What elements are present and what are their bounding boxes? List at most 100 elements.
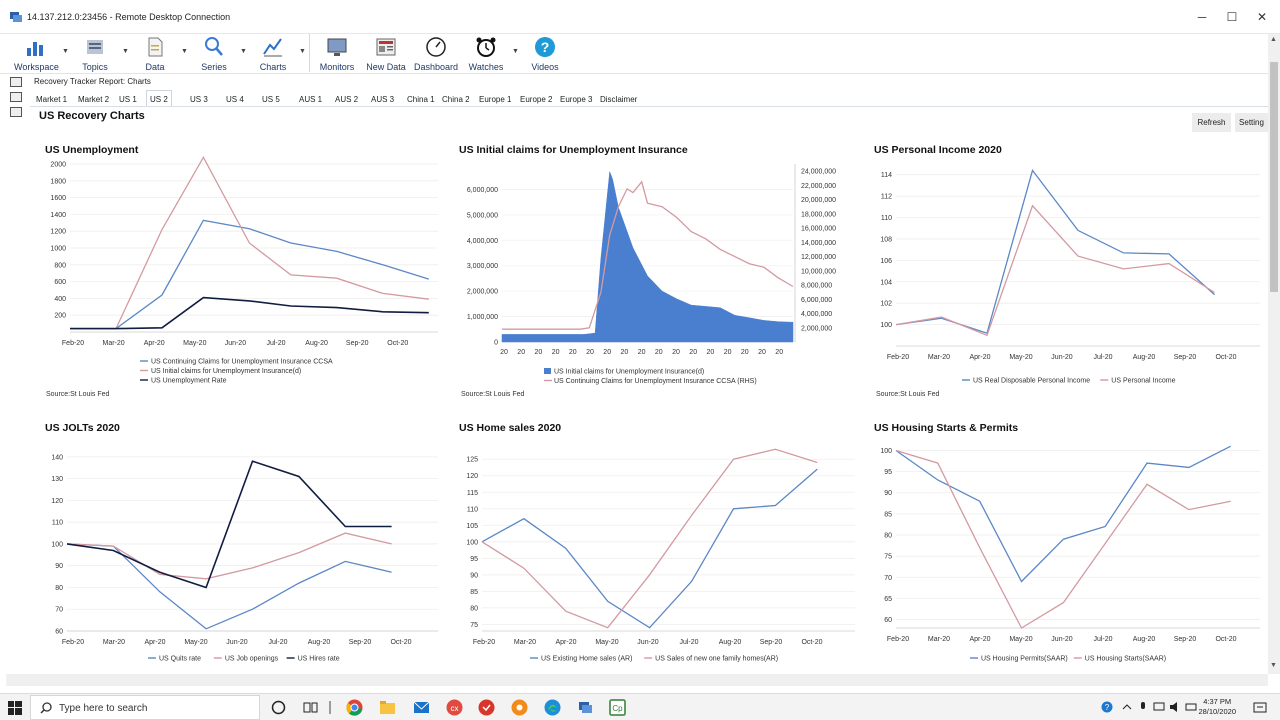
y2-tick-label: 8,000,000 bbox=[801, 283, 832, 290]
y-tick-label: 2000 bbox=[50, 162, 66, 169]
tab-aus-2[interactable]: AUS 2 bbox=[335, 95, 359, 104]
y-tick-label: 105 bbox=[466, 523, 478, 530]
maximize-button[interactable]: ☐ bbox=[1226, 10, 1238, 24]
tab-china-2[interactable]: China 2 bbox=[442, 95, 470, 104]
tab-china-1[interactable]: China 1 bbox=[407, 95, 435, 104]
tab-us-3[interactable]: US 3 bbox=[190, 95, 208, 104]
x-tick-label: 20 bbox=[707, 349, 715, 356]
workspace-button[interactable]: Workspace bbox=[14, 36, 59, 72]
horizontal-scrollbar[interactable] bbox=[6, 674, 1268, 686]
tab-market-2[interactable]: Market 2 bbox=[78, 95, 110, 104]
mail-icon[interactable] bbox=[413, 699, 430, 716]
tab-us-5[interactable]: US 5 bbox=[262, 95, 280, 104]
tab-europe-1[interactable]: Europe 1 bbox=[479, 95, 512, 104]
y-tick-label: 4,000,000 bbox=[467, 238, 498, 245]
tab-aus-1[interactable]: AUS 1 bbox=[299, 95, 323, 104]
x-tick-label: Feb-20 bbox=[887, 636, 909, 643]
notifications-icon[interactable] bbox=[1253, 701, 1267, 715]
y-tick-label: 70 bbox=[55, 607, 63, 614]
print-icon[interactable] bbox=[10, 92, 22, 102]
topics-button[interactable]: Topics bbox=[78, 36, 112, 72]
y-tick-label: 65 bbox=[884, 596, 892, 603]
close-button[interactable]: ✕ bbox=[1256, 10, 1268, 24]
microphone-icon[interactable] bbox=[1137, 701, 1149, 713]
source-initial-claims: Source:St Louis Fed bbox=[461, 391, 525, 398]
app-cp-icon[interactable]: Cp bbox=[609, 699, 626, 716]
y-tick-label: 120 bbox=[466, 473, 478, 480]
data-button[interactable]: Data bbox=[140, 36, 170, 72]
tab-europe-3[interactable]: Europe 3 bbox=[560, 95, 593, 104]
legend-label: US Initial claims for Unemployment Insur… bbox=[554, 369, 704, 376]
tab-us-4[interactable]: US 4 bbox=[226, 95, 244, 104]
x-tick-label: May-20 bbox=[595, 639, 618, 646]
app-orange-icon[interactable] bbox=[511, 699, 528, 716]
watches-label: Watches bbox=[468, 62, 504, 72]
tab-europe-2[interactable]: Europe 2 bbox=[520, 95, 553, 104]
legend-label: US Continuing Claims for Unemployment In… bbox=[554, 378, 757, 385]
network-icon[interactable] bbox=[1153, 701, 1165, 713]
chart-title-housing: US Housing Starts & Permits bbox=[874, 422, 1019, 434]
taskbar-clock[interactable]: 4:37 PM 28/10/2020 bbox=[1198, 697, 1236, 717]
taskbar-search-box[interactable]: Type here to search bbox=[30, 695, 260, 720]
y-tick-label: 600 bbox=[54, 279, 66, 286]
y-tick-label: 5,000,000 bbox=[467, 212, 498, 219]
chevron-down-icon[interactable]: ▼ bbox=[181, 48, 188, 55]
legend-label: US Personal Income bbox=[1111, 378, 1175, 385]
x-tick-label: Mar-20 bbox=[103, 340, 125, 347]
chevron-down-icon[interactable]: ▼ bbox=[299, 48, 306, 55]
x-tick-label: 20 bbox=[655, 349, 663, 356]
settings-button[interactable]: Setting bbox=[1235, 113, 1268, 132]
remote-desktop-taskbar-icon[interactable] bbox=[577, 699, 594, 716]
app-red-x-icon[interactable]: cx bbox=[446, 699, 463, 716]
tab-us-2[interactable]: US 2 bbox=[146, 90, 172, 107]
y-tick-label: 1000 bbox=[50, 246, 66, 253]
x-tick-label: Jul-20 bbox=[1093, 636, 1112, 643]
series-button[interactable]: Series bbox=[198, 36, 230, 72]
y-tick-label: 100 bbox=[880, 448, 892, 455]
new-data-button[interactable]: New Data bbox=[366, 36, 406, 72]
scroll-down-icon[interactable]: ▼ bbox=[1270, 662, 1277, 669]
x-tick-label: Feb-20 bbox=[62, 639, 84, 646]
charts-button[interactable]: Charts bbox=[258, 36, 288, 72]
x-tick-label: Jun-20 bbox=[1051, 354, 1073, 361]
tab-us-1[interactable]: US 1 bbox=[119, 95, 137, 104]
tab-disclaimer[interactable]: Disclaimer bbox=[600, 95, 638, 104]
help-tray-icon[interactable]: ? bbox=[1101, 701, 1113, 713]
open-folder-icon[interactable] bbox=[10, 77, 22, 87]
y-tick-label: 110 bbox=[467, 506, 478, 513]
refresh-button[interactable]: Refresh bbox=[1192, 113, 1231, 132]
scrollbar-thumb[interactable] bbox=[1270, 62, 1278, 292]
keyboard-icon[interactable] bbox=[1185, 701, 1197, 713]
taskbar-divider-icon bbox=[329, 701, 331, 714]
volume-icon[interactable] bbox=[1169, 701, 1181, 713]
chevron-down-icon[interactable]: ▼ bbox=[512, 48, 519, 55]
cortana-icon[interactable] bbox=[270, 699, 287, 716]
x-tick-label: 20 bbox=[775, 349, 783, 356]
tab-market-1[interactable]: Market 1 bbox=[36, 95, 68, 104]
chevron-down-icon[interactable]: ▼ bbox=[240, 48, 247, 55]
vertical-scrollbar[interactable]: ▲ ▼ bbox=[1268, 34, 1280, 674]
data-label: Data bbox=[145, 62, 165, 72]
windows-start-icon[interactable] bbox=[8, 701, 22, 715]
watches-button[interactable]: Watches bbox=[468, 36, 504, 72]
chevron-down-icon[interactable]: ▼ bbox=[62, 48, 69, 55]
videos-button[interactable]: ? Videos bbox=[528, 36, 562, 72]
app-red-circle-icon[interactable] bbox=[478, 699, 495, 716]
dashboard-button[interactable]: Dashboard bbox=[414, 36, 458, 72]
y-tick-label: 400 bbox=[54, 296, 66, 303]
y2-tick-label: 14,000,000 bbox=[801, 240, 836, 247]
legend-swatch bbox=[544, 368, 551, 374]
edge-icon[interactable] bbox=[544, 699, 561, 716]
tab-aus-3[interactable]: AUS 3 bbox=[371, 95, 395, 104]
chevron-up-icon[interactable] bbox=[1121, 701, 1133, 713]
x-tick-label: Jun-20 bbox=[226, 639, 248, 646]
file-explorer-icon[interactable] bbox=[379, 699, 396, 716]
task-view-icon[interactable] bbox=[302, 699, 319, 716]
monitors-button[interactable]: Monitors bbox=[318, 36, 356, 72]
minimize-button[interactable]: ─ bbox=[1197, 10, 1207, 24]
copy-icon[interactable] bbox=[10, 107, 22, 117]
chevron-down-icon[interactable]: ▼ bbox=[122, 48, 129, 55]
scroll-up-icon[interactable]: ▲ bbox=[1270, 36, 1277, 43]
chrome-icon[interactable] bbox=[346, 699, 363, 716]
x-tick-label: Jul-20 bbox=[266, 340, 285, 347]
